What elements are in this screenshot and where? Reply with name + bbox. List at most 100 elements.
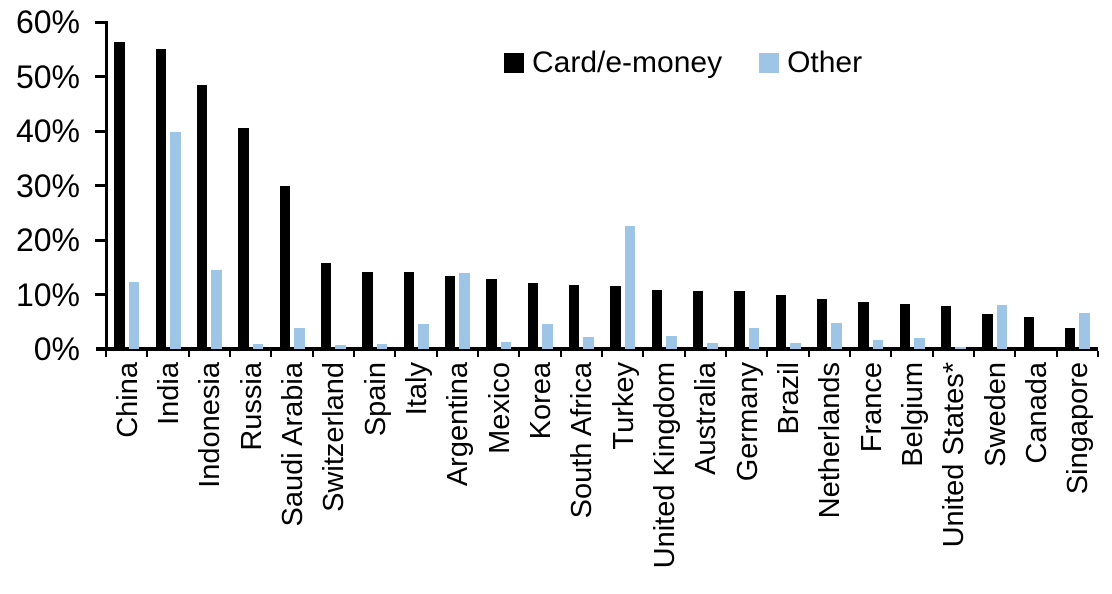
x-axis-tick (353, 351, 355, 357)
y-axis-tick (95, 75, 108, 78)
x-axis-tick (1014, 351, 1017, 357)
bar-other-brazil (790, 343, 801, 349)
x-axis-category-label-united-states: United States* (938, 362, 971, 548)
x-axis-category-label-china: China (111, 362, 144, 438)
bar-other-belgium (914, 337, 925, 349)
bar-card-e-money-sweden (982, 313, 993, 349)
x-axis-tick (559, 351, 562, 357)
y-axis-tick (95, 20, 108, 24)
y-axis-tick-label: 60% (15, 4, 80, 40)
y-axis-tick (95, 129, 108, 133)
x-axis-category-label-france: France (855, 362, 888, 453)
x-axis-tick (683, 351, 686, 357)
bar-card-e-money-united-states (940, 305, 952, 349)
x-axis-category-label-netherlands: Netherlands (814, 362, 847, 519)
x-axis-category-label-india: India (153, 362, 185, 425)
x-axis-tick (890, 351, 893, 357)
x-axis-tick (477, 351, 479, 357)
bar-other-singapore (1079, 312, 1090, 349)
y-axis-tick-label: 30% (15, 167, 80, 204)
bar-other-sweden (996, 304, 1008, 349)
x-axis-category-label-spain: Spain (359, 362, 392, 437)
x-axis-category-label-argentina: Argentina (442, 362, 475, 487)
bar-other-netherlands (831, 322, 842, 349)
x-axis-category-label-saudi-arabia: Saudi Arabia (277, 362, 309, 527)
x-axis-tick (105, 351, 107, 357)
bar-other-south-africa (583, 336, 594, 349)
bar-other-italy (418, 323, 429, 349)
y-axis-tick (95, 184, 108, 187)
bar-other-united-kingdom (666, 335, 677, 349)
x-axis-tick (270, 351, 273, 357)
bar-other-argentina (459, 273, 470, 349)
x-axis-category-label-germany: Germany (731, 362, 764, 482)
bar-card-e-money-france (858, 302, 869, 349)
bar-card-e-money-south-africa (568, 285, 580, 349)
y-axis-tick-label: 0% (33, 331, 80, 367)
x-axis-tick (642, 351, 645, 357)
bar-other-germany (748, 327, 760, 349)
bar-card-e-money-china (114, 42, 125, 349)
bar-other-france (872, 340, 884, 349)
bar-card-e-money-mexico (486, 278, 497, 349)
y-axis-tick-label: 50% (15, 58, 80, 95)
x-axis-tick (518, 351, 521, 357)
x-axis-tick (973, 351, 975, 357)
bar-card-e-money-brazil (775, 294, 786, 349)
bar-other-mexico (500, 341, 512, 349)
x-axis-tick (931, 351, 934, 357)
bar-card-e-money-spain (362, 271, 373, 349)
y-axis-tick (95, 293, 108, 296)
x-axis-tick (435, 351, 438, 357)
y-axis-tick-label: 40% (15, 113, 80, 149)
bar-card-e-money-indonesia (196, 85, 208, 349)
x-axis-tick (394, 351, 397, 357)
x-axis-tick (601, 351, 603, 357)
bar-other-switzerland (335, 344, 346, 349)
bar-card-e-money-australia (692, 290, 704, 349)
x-axis-category-label-switzerland: Switzerland (318, 362, 351, 512)
x-axis-category-label-belgium: Belgium (897, 362, 929, 467)
x-axis-category-label-brazil: Brazil (773, 362, 805, 435)
bar-other-turkey (624, 225, 636, 349)
bar-other-indonesia (211, 270, 222, 349)
legend-label-card-e-money: Card/e-money (532, 46, 723, 79)
x-axis-category-label-sweden: Sweden (979, 362, 1012, 467)
x-axis-tick (1097, 351, 1099, 357)
bar-other-india (170, 132, 181, 349)
bar-card-e-money-singapore (1064, 327, 1076, 349)
x-axis-category-label-united-kingdom: United Kingdom (649, 362, 681, 569)
bar-card-e-money-saudi-arabia (279, 186, 290, 349)
y-axis-tick (95, 238, 108, 242)
x-axis-tick (146, 351, 149, 357)
x-axis-tick (311, 351, 314, 357)
bar-card-e-money-russia (238, 127, 249, 349)
x-axis-category-label-indonesia: Indonesia (194, 362, 227, 488)
bar-card-e-money-turkey (610, 285, 621, 349)
x-axis-category-label-mexico: Mexico (483, 362, 516, 454)
bar-other-united-states (955, 347, 966, 349)
y-axis-tick-label: 20% (15, 222, 80, 258)
bar-card-e-money-argentina (444, 276, 456, 349)
x-axis-tick (849, 351, 851, 357)
bar-card-e-money-united-kingdom (651, 289, 662, 349)
x-axis-category-label-canada: Canada (1021, 362, 1053, 464)
x-axis-tick (229, 351, 231, 357)
bar-card-e-money-italy (403, 272, 414, 349)
x-axis-category-label-australia: Australia (690, 362, 723, 475)
legend-item-other: Other (759, 47, 862, 79)
bar-other-russia (252, 343, 264, 350)
x-axis-category-label-south-africa: South Africa (566, 362, 599, 519)
bar-card-e-money-switzerland (320, 263, 332, 349)
x-axis-tick (766, 351, 769, 357)
x-axis-category-label-singapore: Singapore (1062, 362, 1095, 495)
legend-swatch-card-e-money (504, 53, 524, 73)
bar-card-e-money-belgium (899, 304, 910, 349)
legend-item-card-e-money: Card/e-money (504, 47, 722, 79)
bar-other-saudi-arabia (294, 327, 305, 349)
bar-card-e-money-korea (527, 282, 538, 349)
x-axis-tick (725, 351, 727, 357)
legend-swatch-other (759, 53, 780, 73)
x-axis-tick (1055, 351, 1058, 357)
